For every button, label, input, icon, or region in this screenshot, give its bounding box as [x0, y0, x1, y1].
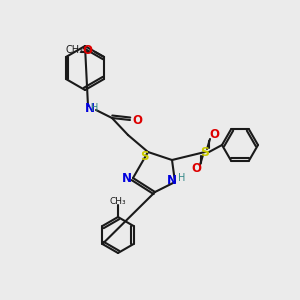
Text: CH₃: CH₃ [66, 45, 84, 55]
Text: H: H [91, 103, 99, 113]
Text: O: O [132, 113, 142, 127]
Text: N: N [85, 101, 95, 115]
Text: O: O [209, 128, 219, 142]
Text: H: H [178, 173, 186, 183]
Text: O: O [82, 44, 92, 56]
Text: S: S [200, 146, 209, 158]
Text: O: O [191, 163, 201, 176]
Text: CH₃: CH₃ [110, 196, 126, 206]
Text: N: N [167, 175, 177, 188]
Text: N: N [122, 172, 132, 184]
Text: S: S [140, 151, 148, 164]
